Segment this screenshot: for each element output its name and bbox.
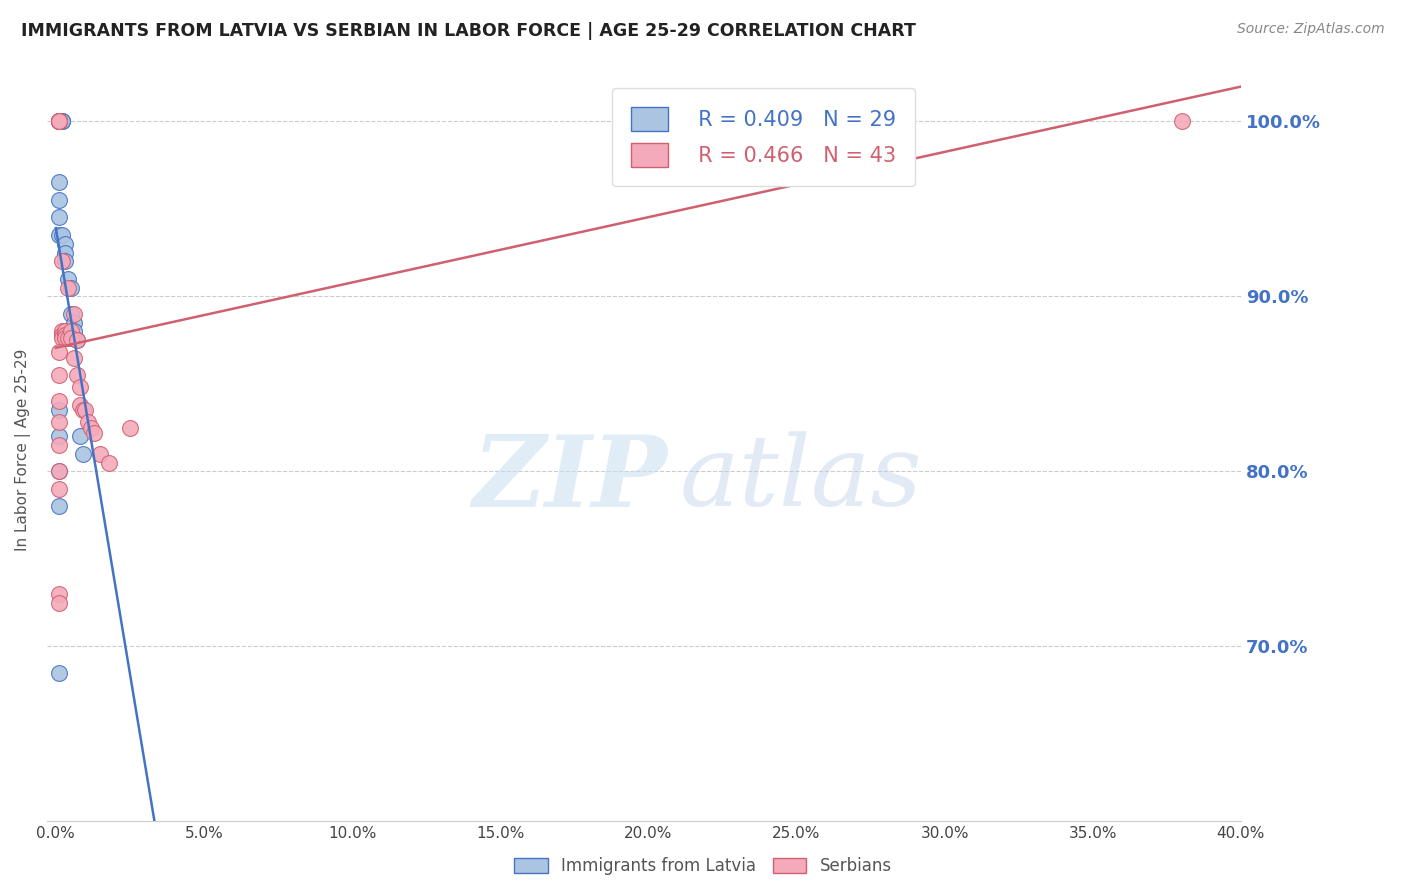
Point — [48, 114, 70, 128]
Point — [48, 587, 70, 601]
Point — [48, 227, 70, 242]
Point — [53, 327, 76, 342]
Text: IMMIGRANTS FROM LATVIA VS SERBIAN IN LABOR FORCE | AGE 25-29 CORRELATION CHART: IMMIGRANTS FROM LATVIA VS SERBIAN IN LAB… — [21, 22, 915, 40]
Point — [72, 447, 94, 461]
Point — [59, 331, 82, 345]
Point — [51, 114, 73, 128]
Point — [83, 425, 105, 440]
Point — [80, 420, 103, 434]
Point — [72, 403, 94, 417]
Point — [48, 438, 70, 452]
Point — [51, 324, 73, 338]
Point — [51, 114, 73, 128]
Legend:   R = 0.409   N = 29,   R = 0.466   N = 43: R = 0.409 N = 29, R = 0.466 N = 43 — [612, 87, 915, 186]
Text: atlas: atlas — [679, 432, 922, 527]
Point — [77, 415, 100, 429]
Point — [62, 351, 84, 365]
Point — [48, 211, 70, 225]
Point — [62, 324, 84, 338]
Point — [48, 193, 70, 207]
Point — [56, 280, 79, 294]
Point — [53, 324, 76, 338]
Point — [48, 429, 70, 443]
Text: ZIP: ZIP — [472, 431, 668, 527]
Point — [59, 307, 82, 321]
Point — [51, 331, 73, 345]
Point — [48, 114, 70, 128]
Point — [59, 280, 82, 294]
Point — [48, 114, 70, 128]
Point — [48, 415, 70, 429]
Point — [48, 482, 70, 496]
Point — [51, 114, 73, 128]
Point — [75, 403, 97, 417]
Point — [69, 380, 91, 394]
Point — [51, 327, 73, 342]
Point — [48, 665, 70, 680]
Point — [48, 394, 70, 409]
Y-axis label: In Labor Force | Age 25-29: In Labor Force | Age 25-29 — [15, 348, 31, 550]
Point — [56, 331, 79, 345]
Point — [48, 114, 70, 128]
Point — [69, 429, 91, 443]
Point — [48, 114, 70, 128]
Point — [48, 114, 70, 128]
Point — [89, 447, 111, 461]
Point — [51, 227, 73, 242]
Point — [53, 236, 76, 251]
Point — [62, 307, 84, 321]
Point — [65, 333, 87, 347]
Point — [48, 114, 70, 128]
Point — [1170, 114, 1192, 128]
Point — [62, 316, 84, 330]
Point — [48, 464, 70, 478]
Point — [53, 245, 76, 260]
Text: Source: ZipAtlas.com: Source: ZipAtlas.com — [1237, 22, 1385, 37]
Point — [65, 368, 87, 382]
Point — [48, 176, 70, 190]
Point — [56, 272, 79, 286]
Legend: Immigrants from Latvia, Serbians: Immigrants from Latvia, Serbians — [506, 849, 900, 884]
Point — [98, 456, 121, 470]
Point — [59, 324, 82, 338]
Point — [48, 345, 70, 359]
Point — [51, 254, 73, 268]
Point — [118, 420, 141, 434]
Point — [48, 464, 70, 478]
Point — [48, 114, 70, 128]
Point — [69, 398, 91, 412]
Point — [65, 333, 87, 347]
Point — [48, 500, 70, 514]
Point — [48, 403, 70, 417]
Point — [48, 596, 70, 610]
Point — [48, 368, 70, 382]
Point — [48, 114, 70, 128]
Point — [48, 114, 70, 128]
Point — [48, 114, 70, 128]
Point — [53, 331, 76, 345]
Point — [53, 254, 76, 268]
Point — [666, 114, 689, 128]
Point — [48, 114, 70, 128]
